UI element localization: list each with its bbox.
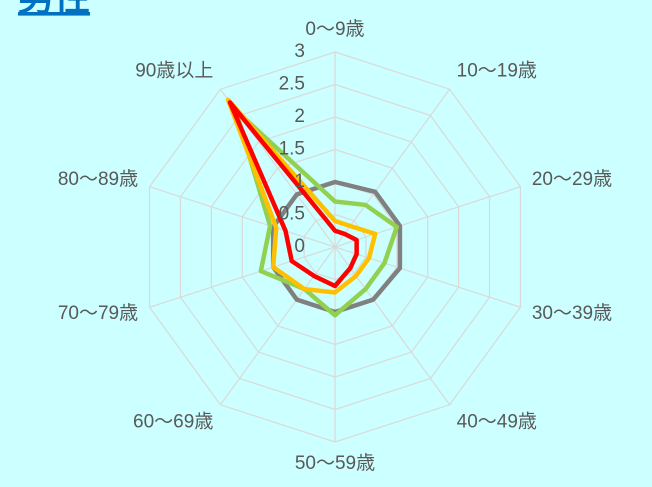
category-label: 30〜39歳 bbox=[532, 302, 612, 324]
series-line bbox=[227, 100, 359, 289]
r-tick-label: 3 bbox=[294, 41, 305, 62]
spoke bbox=[149, 186, 336, 248]
spoke bbox=[334, 186, 521, 248]
category-label: 0〜9歳 bbox=[305, 18, 364, 40]
category-label: 20〜29歳 bbox=[532, 168, 612, 190]
spoke bbox=[219, 246, 336, 406]
r-tick-label: 1 bbox=[294, 171, 305, 192]
r-tick-label: 0.5 bbox=[279, 204, 305, 225]
category-label: 70〜79歳 bbox=[58, 302, 138, 324]
spoke bbox=[334, 246, 451, 406]
spoke bbox=[149, 246, 336, 308]
chart-title: 男性 bbox=[18, 0, 90, 18]
category-label: 80〜89歳 bbox=[58, 168, 138, 190]
category-label: 10〜19歳 bbox=[457, 59, 537, 81]
r-tick-label: 0 bbox=[294, 236, 305, 257]
series-line bbox=[225, 97, 378, 295]
r-tick-label: 1.5 bbox=[279, 139, 305, 160]
category-label: 60〜69歳 bbox=[133, 411, 213, 433]
category-label: 90歳以上 bbox=[135, 59, 213, 81]
spoke bbox=[334, 88, 451, 248]
r-tick-label: 2 bbox=[294, 106, 305, 127]
spoke bbox=[334, 246, 521, 308]
category-label: 50〜59歳 bbox=[295, 452, 375, 474]
category-label: 40〜49歳 bbox=[457, 411, 537, 433]
r-tick-label: 2.5 bbox=[279, 74, 305, 95]
grid bbox=[148, 51, 522, 443]
